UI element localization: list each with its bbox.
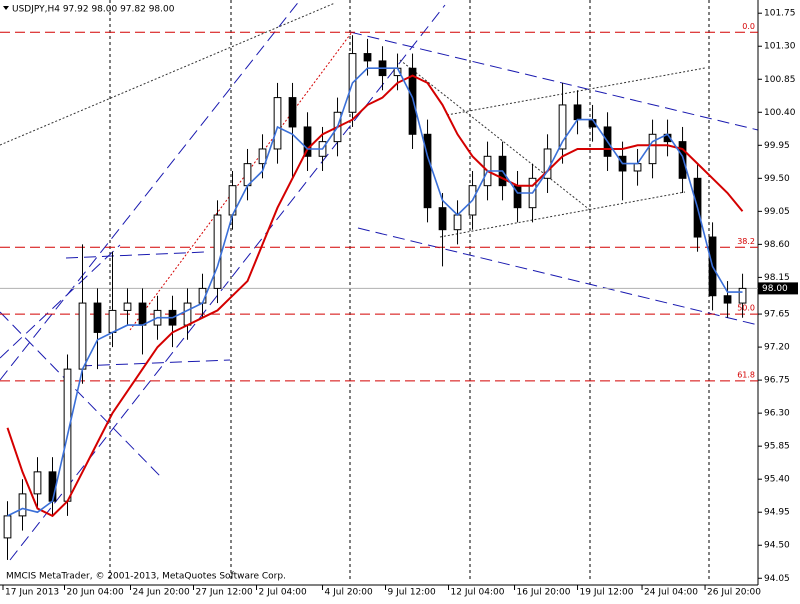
x-tick-label: 16 Jul 20:00 — [517, 588, 571, 598]
y-tick-label: 94.95 — [764, 508, 790, 518]
channel-line — [439, 191, 686, 238]
y-tick-label: 100.40 — [764, 108, 796, 118]
candle-body — [423, 133, 432, 209]
moving-average — [7, 67, 743, 517]
y-tick-label: 99.05 — [764, 207, 790, 217]
candle-body — [48, 471, 57, 502]
y-tick-label: 94.50 — [764, 541, 790, 551]
y-tick-label: 94.05 — [764, 574, 790, 584]
candle-body — [273, 97, 282, 150]
fib-label: 61.8 — [737, 370, 755, 379]
candle-body — [723, 295, 732, 304]
y-tick-label: 97.65 — [764, 310, 790, 320]
candle-body — [258, 148, 267, 165]
trendline — [79, 359, 231, 367]
trendline — [0, 0, 301, 381]
channel-line — [399, 59, 591, 211]
candle-body — [33, 471, 42, 495]
candle-body — [138, 302, 147, 326]
x-tick-label: 19 Jul 12:00 — [580, 588, 634, 598]
y-tick-label: 97.20 — [764, 343, 790, 353]
price-box — [758, 282, 798, 295]
trendline — [65, 251, 206, 259]
y-tick-label: 101.75 — [764, 9, 796, 19]
x-tick-label: 17 Jun 2013 — [5, 588, 59, 598]
candle-body — [213, 214, 222, 289]
candle-body — [573, 104, 582, 121]
candle-body — [438, 207, 447, 231]
fib-label: 0.0 — [742, 22, 755, 31]
candle-body — [738, 287, 747, 304]
trendline — [349, 31, 759, 131]
x-tick-label: 24 Jun 20:00 — [133, 588, 190, 598]
y-tick-label: 96.30 — [764, 409, 790, 419]
candle-body — [108, 309, 117, 333]
trendline — [0, 311, 161, 477]
moving-average — [6, 74, 744, 518]
y-tick-label: 99.50 — [764, 174, 790, 184]
fib-label: 38.2 — [737, 237, 755, 246]
candle-body — [363, 53, 372, 62]
footer: MMCIS MetaTrader, © 2001-2013, MetaQuote… — [6, 572, 286, 582]
drawings — [0, 0, 759, 582]
y-tick-label: 98.60 — [764, 240, 790, 250]
candle-body — [558, 104, 567, 150]
x-tick-label: 26 Jul 20:00 — [707, 588, 761, 598]
title-arrow — [3, 6, 9, 10]
y-tick-label: 95.40 — [764, 475, 790, 485]
candle-body — [303, 126, 312, 157]
channel-lines — [0, 2, 706, 238]
y-tick-label: 96.75 — [764, 376, 790, 386]
x-tick-label: 24 Jul 04:00 — [644, 588, 698, 598]
price-label: 98.00 — [762, 284, 788, 294]
fib-label: 50.0 — [737, 304, 755, 313]
candle-body — [678, 141, 687, 179]
candle-body — [453, 214, 462, 231]
trendlines — [0, 0, 759, 561]
x-tick-label: 12 Jul 04:00 — [451, 588, 505, 598]
y-tick-label: 101.30 — [764, 42, 796, 52]
y-tick-label: 98.15 — [764, 273, 790, 283]
x-tick-label: 27 Jun 12:00 — [196, 588, 253, 598]
candle-body — [93, 302, 102, 333]
y-tick-label: 95.85 — [764, 442, 790, 452]
candle-body — [3, 515, 12, 539]
y-tick-label: 99.95 — [764, 141, 790, 151]
candle-body — [123, 302, 132, 311]
x-tick-label: 20 Jun 04:00 — [67, 588, 124, 598]
candle-body — [78, 302, 87, 370]
trendline — [0, 244, 121, 359]
trendline — [9, 4, 446, 561]
fib-baseline — [129, 31, 353, 331]
channel-line — [0, 2, 336, 146]
candle-body — [633, 163, 642, 172]
x-tick-label: 2 Jul 04:00 — [259, 588, 308, 598]
y-tick-label: 100.85 — [764, 75, 796, 85]
x-tick-label: 4 Jul 20:00 — [325, 588, 374, 598]
candle-body — [288, 97, 297, 128]
x-tick-label: 9 Jul 12:00 — [388, 588, 437, 598]
candle-body — [18, 493, 27, 517]
candle-body — [183, 302, 192, 326]
chart-title: USDJPY,H4 97.92 98.00 97.82 98.00 — [12, 5, 175, 15]
candle-body — [648, 133, 657, 165]
trendline — [357, 227, 759, 326]
candle-body — [408, 67, 417, 135]
